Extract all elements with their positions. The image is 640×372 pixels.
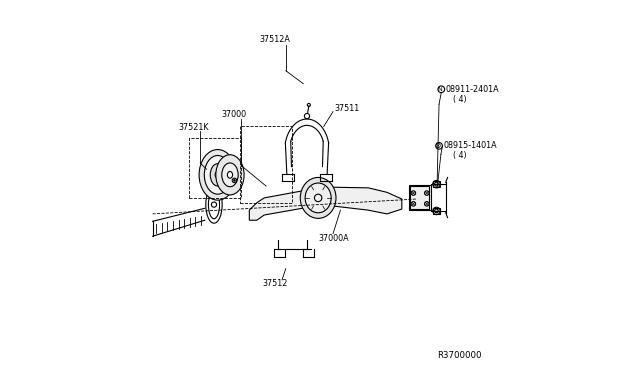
Text: 08915-1401A: 08915-1401A — [444, 141, 497, 150]
Ellipse shape — [300, 177, 336, 218]
Text: ( 4): ( 4) — [453, 95, 467, 104]
Text: 08911-2401A: 08911-2401A — [445, 85, 499, 94]
Text: 37000A: 37000A — [318, 234, 349, 243]
Ellipse shape — [211, 164, 225, 186]
Text: ⊗: ⊗ — [435, 141, 441, 150]
Text: ( 4): ( 4) — [453, 151, 467, 160]
Text: 37512: 37512 — [262, 279, 288, 288]
Bar — [410, 186, 429, 209]
Polygon shape — [250, 187, 402, 220]
Ellipse shape — [227, 171, 232, 178]
Text: 37000: 37000 — [221, 110, 246, 119]
Ellipse shape — [215, 171, 220, 178]
Text: N: N — [437, 87, 442, 92]
Circle shape — [234, 180, 235, 181]
Text: R3700000: R3700000 — [437, 351, 482, 360]
Bar — [240, 126, 292, 203]
Bar — [410, 185, 431, 210]
Ellipse shape — [199, 150, 236, 200]
Bar — [433, 181, 440, 187]
Text: 37521K: 37521K — [179, 123, 209, 132]
Bar — [433, 208, 440, 214]
Ellipse shape — [222, 163, 238, 187]
Ellipse shape — [216, 155, 244, 195]
Text: 37511: 37511 — [334, 104, 360, 113]
Bar — [189, 138, 241, 198]
Text: 37512A: 37512A — [260, 35, 291, 44]
Ellipse shape — [305, 183, 331, 213]
Ellipse shape — [204, 155, 231, 194]
